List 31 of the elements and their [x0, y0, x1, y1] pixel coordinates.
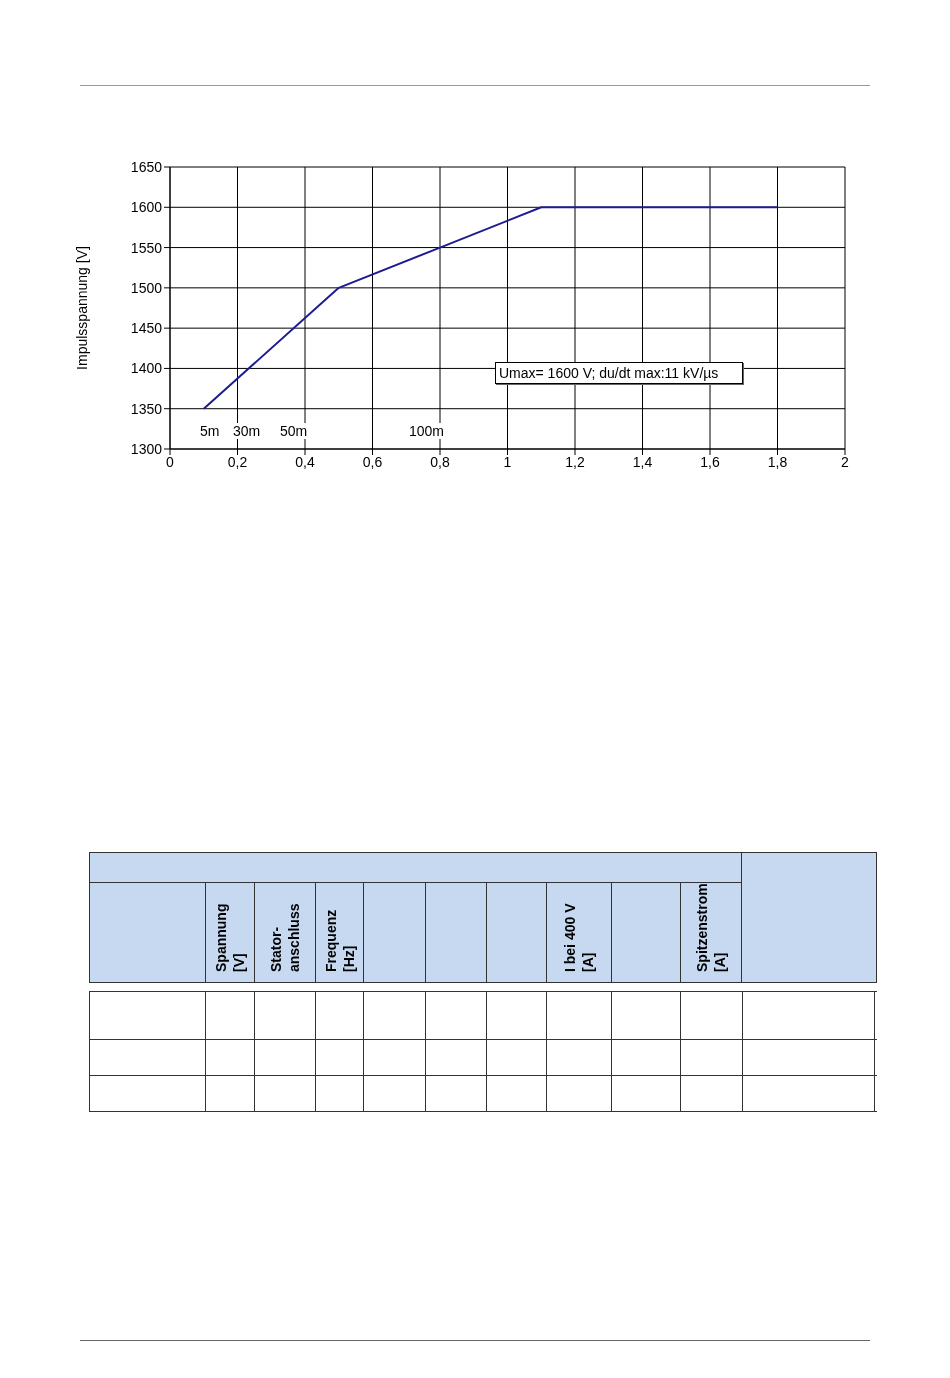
x-tick-label: 1 [503, 453, 512, 470]
annotation: 100m [409, 423, 445, 439]
y-tick-label: 1650 [130, 158, 163, 175]
category-label: I bei 400 V [A] [561, 902, 597, 972]
x-tick-label: 0 [166, 453, 175, 470]
x-tick-label: 0,6 [362, 453, 383, 470]
x-tick-label: 1,4 [632, 453, 653, 470]
y-tick-label: 1400 [130, 360, 163, 377]
y-tick-label: 1450 [130, 320, 163, 337]
y-tick-label: 1300 [130, 440, 163, 457]
y-tick-label: 1500 [130, 279, 163, 296]
x-tick-label: 2 [841, 453, 850, 470]
x-tick-label: 1,6 [700, 453, 720, 470]
x-tick-label: 0,8 [430, 453, 450, 470]
annotation: 30m [233, 423, 261, 439]
category-label: Frequenz [Hz] [321, 908, 358, 972]
x-tick-label: 0,4 [295, 453, 315, 470]
category-label: Spannung [V] [212, 902, 248, 972]
y-tick-label: 1600 [130, 199, 163, 216]
category-label: Spitzenstrom [A] [693, 883, 729, 972]
category-label: Stator-anschluss [267, 902, 303, 972]
x-tick-label: 1,2 [565, 453, 585, 470]
y-tick-label: 1350 [130, 400, 163, 417]
annotation: 5m [200, 423, 220, 439]
annotation: 50m [280, 423, 308, 439]
y-tick-label: 1550 [130, 239, 163, 256]
x-tick-label: 0,2 [227, 453, 248, 470]
annotation: Umax= 1600 V; du/dt max:11 kV/µs [495, 362, 744, 384]
line-series [202, 206, 779, 410]
y-axis-title: Impulsspannung [V] [73, 246, 90, 370]
x-tick-label: 1,8 [767, 453, 788, 470]
